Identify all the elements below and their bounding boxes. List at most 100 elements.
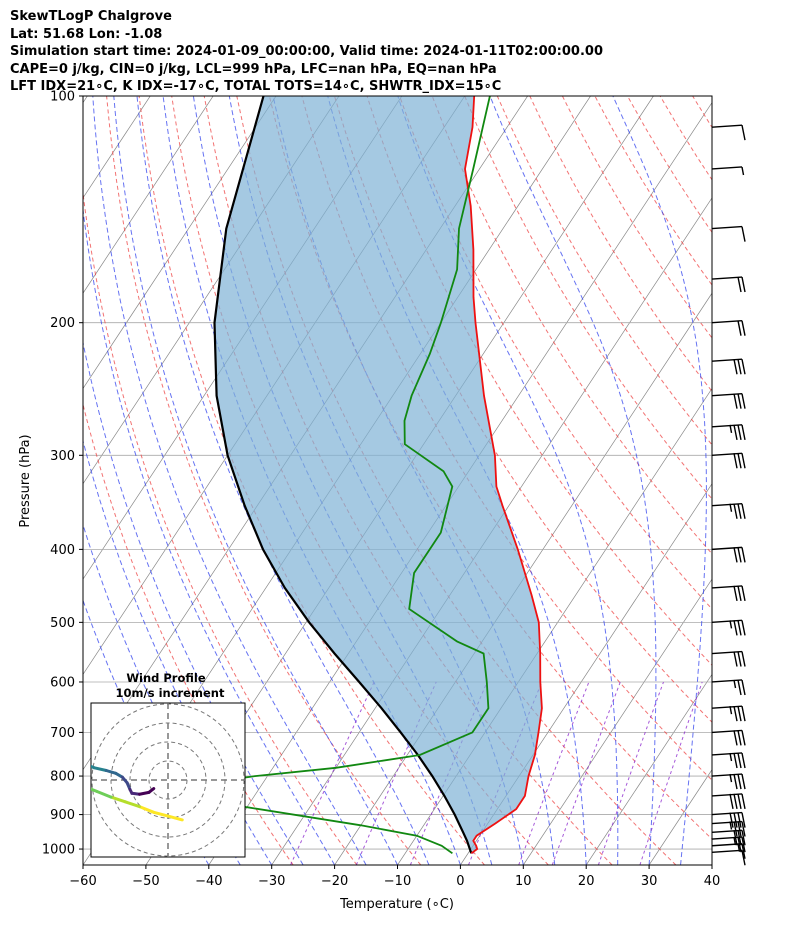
- isotherm-line: [83, 96, 277, 390]
- x-tick-label: 0: [456, 874, 464, 889]
- y-tick-label: 100: [50, 90, 75, 105]
- y-tick-label: 800: [50, 770, 75, 785]
- x-tick-label: 40: [704, 874, 721, 889]
- title-location: Lat: 51.68 Lon: -1.08: [10, 26, 163, 42]
- wind-barb: [711, 705, 746, 722]
- wind-barb: [711, 650, 746, 667]
- wind-barb: [711, 276, 746, 293]
- wind-barb: [711, 679, 746, 696]
- hodograph-segment: [166, 814, 184, 822]
- dry-adiabat-line: [496, 96, 712, 446]
- y-tick-label: 500: [50, 616, 75, 631]
- wind-barb: [711, 849, 746, 866]
- hodograph-segment: [91, 787, 99, 793]
- dry-adiabat-line: [790, 96, 794, 865]
- moist-adiabat-line: [92, 96, 367, 865]
- wind-barb: [711, 619, 746, 636]
- wind-barb: [711, 124, 746, 141]
- x-tick-label: 20: [578, 874, 595, 889]
- isotherm-line: [83, 96, 214, 294]
- dry-adiabat-line: [659, 96, 712, 181]
- wind-barb: [711, 452, 746, 469]
- isotherm-line: [83, 96, 88, 104]
- x-tick-label: 30: [641, 874, 658, 889]
- hodograph-segment: [123, 800, 141, 809]
- title-cape-indices: CAPE=0 j/kg, CIN=0 j/kg, LCL=999 hPa, LF…: [10, 61, 497, 77]
- hodograph-segment: [104, 769, 118, 775]
- wind-barb: [711, 225, 746, 242]
- dry-adiabat-line: [366, 96, 712, 666]
- moist-adiabat-line: [83, 340, 304, 865]
- wind-barbs: [711, 124, 746, 866]
- isotherm-line: [648, 769, 712, 865]
- hodograph-title: Wind Profile: [126, 671, 206, 685]
- y-axis: 100 200 300 400 500 600 700 800 900 1000: [42, 90, 83, 858]
- cape-cin-shading: [214, 96, 542, 854]
- isotherm-line: [460, 483, 712, 865]
- wind-barb: [711, 752, 746, 769]
- dry-adiabat-line: [106, 96, 422, 865]
- dry-adiabat-line: [758, 96, 794, 865]
- wind-barb: [711, 585, 746, 602]
- y-tick-label: 300: [50, 449, 75, 464]
- moist-adiabat-line: [612, 96, 707, 865]
- hodograph-segment: [138, 790, 151, 796]
- dry-adiabat-line: [725, 96, 794, 865]
- x-tick-label: −20: [321, 874, 348, 889]
- chart-title: SkewTLogP Chalgrove Lat: 51.68 Lon: -1.0…: [10, 8, 603, 96]
- isotherm-line: [775, 96, 794, 865]
- hodograph-segment: [147, 787, 156, 794]
- y-tick-label: 200: [50, 316, 75, 331]
- dry-adiabat-line: [138, 96, 485, 865]
- mixing-ratio-line: [551, 681, 621, 865]
- wind-barb: [711, 392, 746, 409]
- cin-shading: [214, 96, 542, 854]
- wind-barb: [711, 729, 746, 746]
- x-tick-label: −10: [384, 874, 411, 889]
- y-tick-label: 700: [50, 726, 75, 741]
- y-tick-label: 900: [50, 808, 75, 823]
- title-stability-indices: LFT IDX=21∘C, K IDX=-17∘C, TOTAL TOTS=14…: [10, 79, 502, 94]
- y-axis-label: Pressure (hPa): [18, 434, 33, 527]
- x-tick-label: −50: [132, 874, 159, 889]
- isotherm-line: [271, 197, 712, 865]
- title-station: SkewTLogP Chalgrove: [10, 9, 172, 24]
- mixing-ratio-line: [597, 681, 664, 865]
- wind-barb: [711, 319, 746, 336]
- moist-adiabat-line: [136, 96, 430, 865]
- moist-adiabat-line: [113, 96, 398, 865]
- hodograph-segment: [92, 766, 108, 772]
- y-tick-label: 600: [50, 675, 75, 690]
- hodograph-segment: [78, 771, 83, 776]
- wind-barb: [711, 793, 746, 810]
- mixing-ratio-line: [639, 681, 703, 865]
- dry-adiabat-line: [431, 96, 712, 555]
- hodograph-segment: [138, 805, 156, 814]
- wind-barb: [711, 836, 746, 853]
- x-tick-label: −60: [69, 874, 96, 889]
- x-tick-label: −40: [195, 874, 222, 889]
- hodograph-segment: [109, 795, 127, 804]
- parcel-path-line: [213, 96, 473, 854]
- title-times: Simulation start time: 2024-01-09_00:00:…: [10, 44, 603, 59]
- dry-adiabat-line: [83, 189, 358, 865]
- wind-barb: [711, 811, 746, 828]
- wind-barb: [711, 166, 745, 176]
- wind-barb: [711, 358, 746, 375]
- dry-adiabat-line: [692, 96, 712, 129]
- wind-barb: [711, 773, 746, 790]
- wind-barb: [711, 820, 746, 837]
- mixing-ratio-line: [290, 681, 375, 865]
- dry-adiabat-line: [399, 96, 712, 610]
- moist-adiabat-line: [83, 598, 210, 865]
- dry-adiabat-line: [627, 96, 712, 234]
- temperature-line: [464, 96, 543, 855]
- wind-barb: [711, 424, 746, 440]
- wind-barb: [711, 829, 746, 846]
- hodograph-segment: [152, 810, 170, 818]
- x-tick-label: 10: [515, 874, 532, 889]
- hodograph-subtitle: 10m/s increment: [116, 686, 225, 700]
- isotherm-line: [523, 578, 712, 865]
- wind-barb: [711, 546, 746, 563]
